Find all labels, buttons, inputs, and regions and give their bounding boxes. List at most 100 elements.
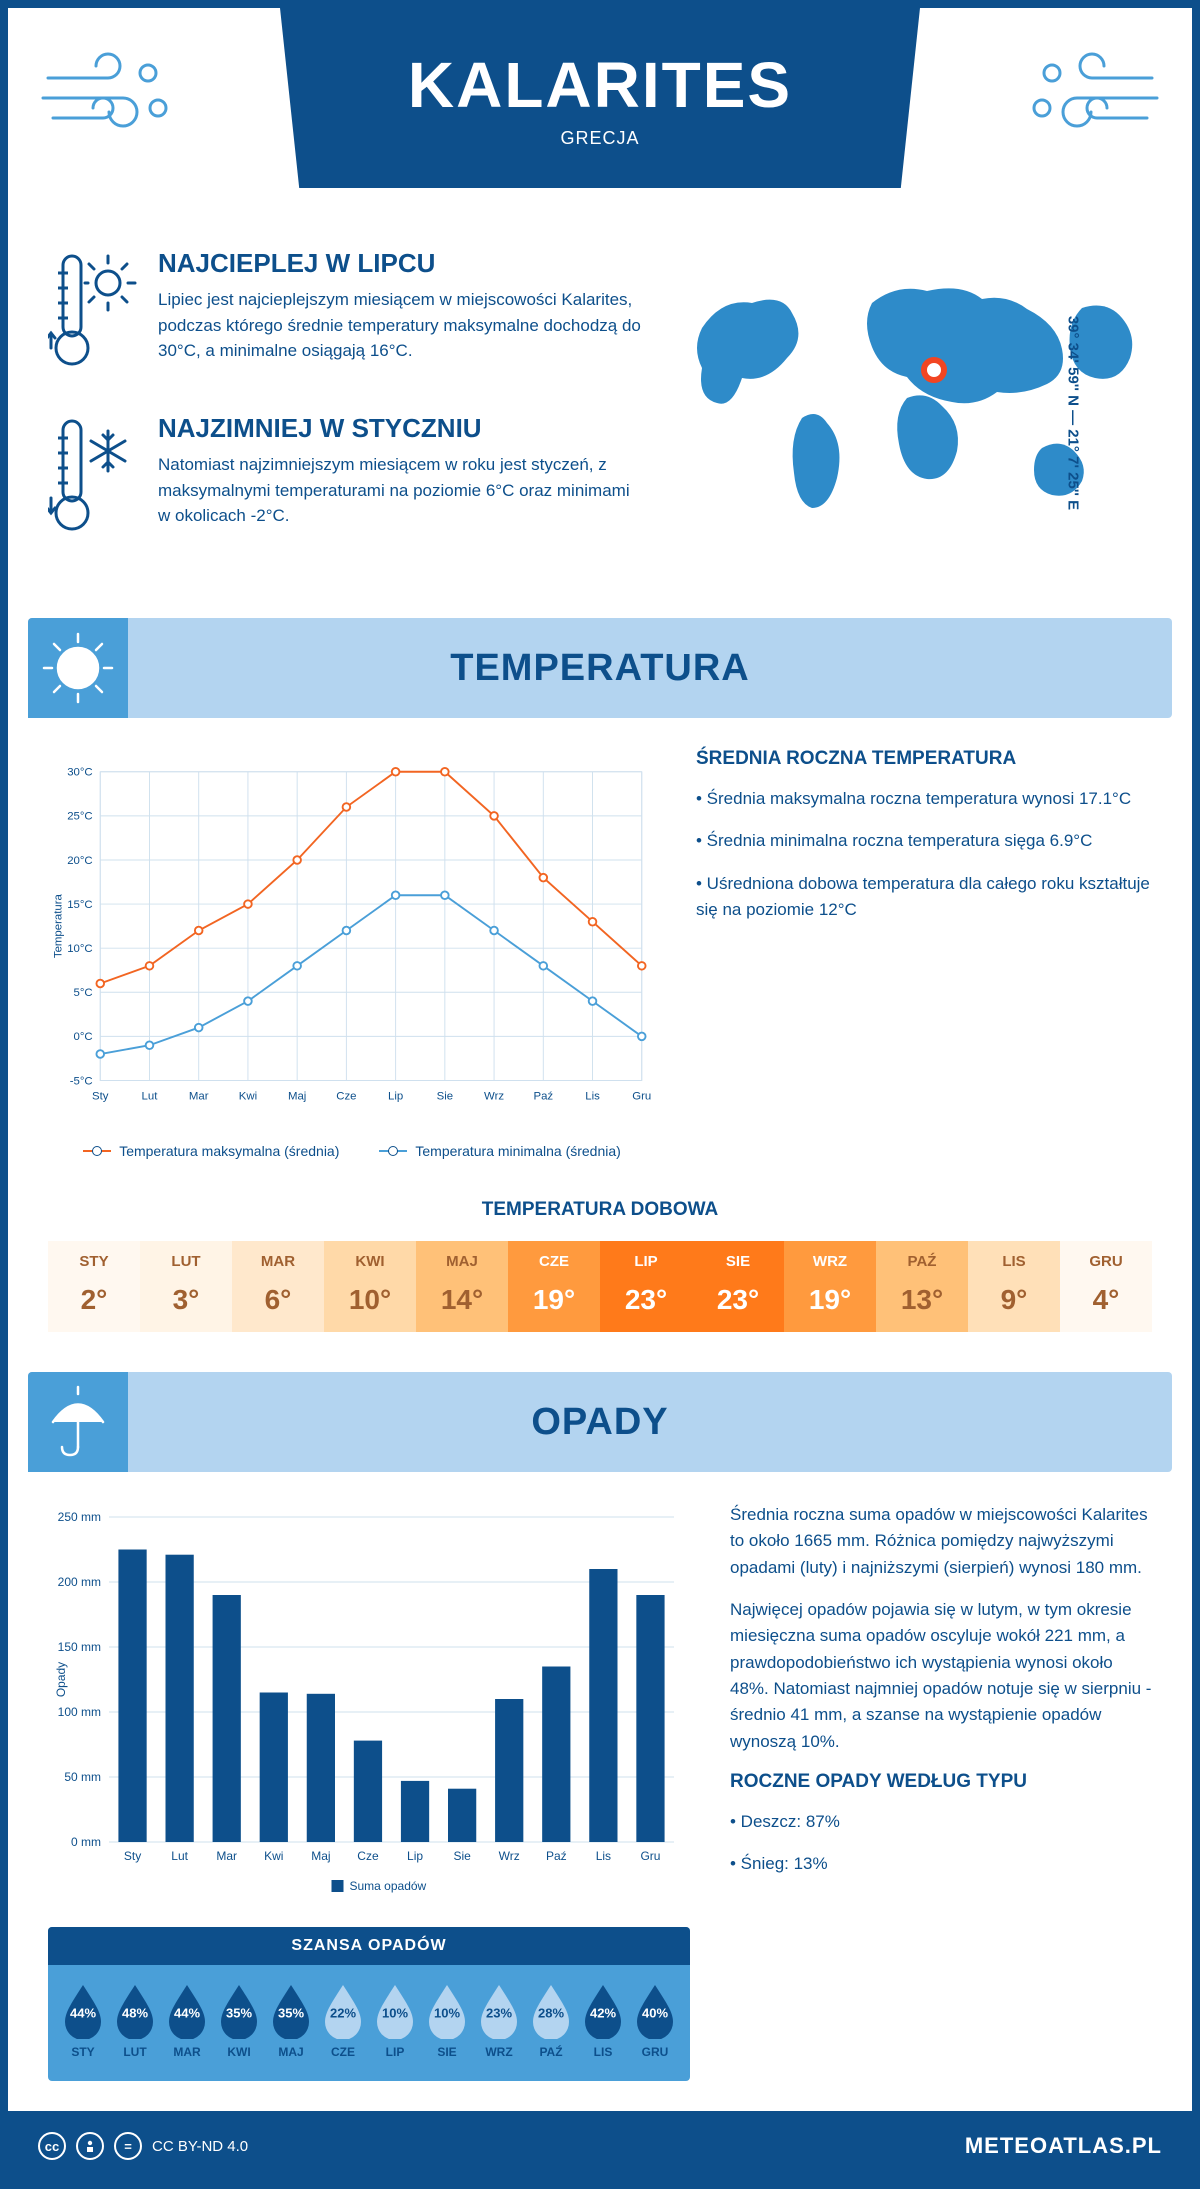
- precip-text-1: Średnia roczna suma opadów w miejscowośc…: [730, 1502, 1152, 1581]
- page: KALARITES GRECJA NAJCIEPLEJ W LIPCU Lipi…: [0, 0, 1200, 2189]
- footer-license: cc = CC BY-ND 4.0: [38, 2132, 248, 2160]
- temperature-side: ŚREDNIA ROCZNA TEMPERATURA • Średnia mak…: [696, 748, 1152, 1159]
- temperature-line-chart: -5°C0°C5°C10°C15°C20°C25°C30°CStyLutMarK…: [48, 748, 656, 1128]
- heat-cell: WRZ19°: [784, 1241, 876, 1332]
- rain-drop: 10% LIP: [372, 1981, 418, 2059]
- svg-text:150 mm: 150 mm: [58, 1640, 101, 1654]
- section-title: TEMPERATURA: [450, 647, 750, 690]
- svg-text:Lut: Lut: [142, 1091, 159, 1103]
- wind-icon: [38, 48, 178, 148]
- precip-text-2: Najwięcej opadów pojawia się w lutym, w …: [730, 1597, 1152, 1755]
- thermometer-snow-icon: [48, 413, 138, 548]
- precip-body: 0 mm50 mm100 mm150 mm200 mm250 mmOpadySt…: [8, 1472, 1192, 2111]
- svg-text:Lip: Lip: [407, 1849, 423, 1863]
- fact-hot: NAJCIEPLEJ W LIPCU Lipiec jest najcieple…: [48, 248, 642, 383]
- legend-item: Temperatura minimalna (średnia): [379, 1143, 620, 1159]
- by-icon: [76, 2132, 104, 2160]
- heat-cell: STY2°: [48, 1241, 140, 1332]
- heat-cell: SIE23°: [692, 1241, 784, 1332]
- svg-text:Gru: Gru: [632, 1091, 651, 1103]
- rain-drop: 35% KWI: [216, 1981, 262, 2059]
- svg-text:Cze: Cze: [336, 1091, 356, 1103]
- svg-text:Cze: Cze: [357, 1849, 379, 1863]
- daily-title: TEMPERATURA DOBOWA: [48, 1199, 1152, 1221]
- sun-icon: [28, 618, 128, 718]
- fact-hot-title: NAJCIEPLEJ W LIPCU: [158, 248, 642, 279]
- heat-cell: KWI10°: [324, 1241, 416, 1332]
- precip-chart-col: 0 mm50 mm100 mm150 mm200 mm250 mmOpadySt…: [48, 1502, 690, 2081]
- fact-cold-title: NAJZIMNIEJ W STYCZNIU: [158, 413, 642, 444]
- svg-text:10°C: 10°C: [67, 943, 92, 955]
- svg-text:Sie: Sie: [453, 1849, 471, 1863]
- section-header-temperature: TEMPERATURA: [28, 618, 1172, 718]
- svg-text:50 mm: 50 mm: [64, 1770, 101, 1784]
- svg-text:Temperatura: Temperatura: [52, 893, 64, 958]
- temp-bullet: • Średnia maksymalna roczna temperatura …: [696, 786, 1152, 812]
- license-text: CC BY-ND 4.0: [152, 2138, 248, 2155]
- svg-text:Wrz: Wrz: [484, 1091, 504, 1103]
- svg-text:0°C: 0°C: [74, 1031, 93, 1043]
- svg-text:30°C: 30°C: [67, 767, 92, 779]
- svg-text:200 mm: 200 mm: [58, 1575, 101, 1589]
- rain-drop: 42% LIS: [580, 1981, 626, 2059]
- rain-chance-title: SZANSA OPADÓW: [48, 1927, 690, 1965]
- rain-drop: 22% CZE: [320, 1981, 366, 2059]
- fact-cold: NAJZIMNIEJ W STYCZNIU Natomiast najzimni…: [48, 413, 642, 548]
- section-header-precip: OPADY: [28, 1372, 1172, 1472]
- svg-text:5°C: 5°C: [74, 987, 93, 999]
- temperature-body: -5°C0°C5°C10°C15°C20°C25°C30°CStyLutMarK…: [8, 718, 1192, 1189]
- svg-text:Mar: Mar: [189, 1091, 209, 1103]
- heat-cell: MAJ14°: [416, 1241, 508, 1332]
- svg-text:Kwi: Kwi: [239, 1091, 257, 1103]
- svg-text:Mar: Mar: [216, 1849, 237, 1863]
- daily-heatrow: STY2°LUT3°MAR6°KWI10°MAJ14°CZE19°LIP23°S…: [48, 1241, 1152, 1332]
- svg-text:Maj: Maj: [311, 1849, 330, 1863]
- title-banner: KALARITES GRECJA: [280, 8, 920, 188]
- footer: cc = CC BY-ND 4.0 METEOATLAS.PL: [8, 2111, 1192, 2181]
- precip-type-bullet: • Deszcz: 87%: [730, 1809, 1152, 1835]
- rain-drop: 44% MAR: [164, 1981, 210, 2059]
- svg-text:Suma opadów: Suma opadów: [350, 1879, 427, 1893]
- section-title: OPADY: [531, 1401, 668, 1444]
- intro-section: NAJCIEPLEJ W LIPCU Lipiec jest najcieple…: [8, 228, 1192, 618]
- svg-text:Maj: Maj: [288, 1091, 306, 1103]
- svg-text:Lis: Lis: [585, 1091, 600, 1103]
- coordinates-text: 39° 34' 59'' N — 21° 7' 25'' E: [1064, 316, 1081, 510]
- heat-cell: MAR6°: [232, 1241, 324, 1332]
- precip-bar-chart: 0 mm50 mm100 mm150 mm200 mm250 mmOpadySt…: [48, 1502, 690, 1902]
- nd-icon: =: [114, 2132, 142, 2160]
- svg-text:-5°C: -5°C: [70, 1075, 93, 1087]
- page-title: KALARITES: [280, 48, 920, 122]
- daily-temperature: TEMPERATURA DOBOWA STY2°LUT3°MAR6°KWI10°…: [8, 1189, 1192, 1372]
- heat-cell: LIP23°: [600, 1241, 692, 1332]
- thermometer-sun-icon: [48, 248, 138, 383]
- heat-cell: PAŹ13°: [876, 1241, 968, 1332]
- temp-side-heading: ŚREDNIA ROCZNA TEMPERATURA: [696, 748, 1152, 770]
- precip-type-bullet: • Śnieg: 13%: [730, 1851, 1152, 1877]
- intro-map: 39° 34' 59'' N — 21° 7' 25'' E: [672, 248, 1152, 578]
- svg-text:25°C: 25°C: [67, 811, 92, 823]
- svg-text:Kwi: Kwi: [264, 1849, 283, 1863]
- rain-drop: 10% SIE: [424, 1981, 470, 2059]
- fact-cold-text: Natomiast najzimniejszym miesiącem w rok…: [158, 452, 642, 529]
- rain-drop: 23% WRZ: [476, 1981, 522, 2059]
- svg-text:15°C: 15°C: [67, 899, 92, 911]
- footer-site: METEOATLAS.PL: [965, 2133, 1162, 2159]
- heat-cell: CZE19°: [508, 1241, 600, 1332]
- svg-text:Lis: Lis: [596, 1849, 611, 1863]
- svg-text:Wrz: Wrz: [499, 1849, 520, 1863]
- fact-hot-text: Lipiec jest najcieplejszym miesiącem w m…: [158, 287, 642, 364]
- svg-text:Sie: Sie: [437, 1091, 453, 1103]
- precip-type-heading: ROCZNE OPADY WEDŁUG TYPU: [730, 1771, 1152, 1793]
- svg-text:250 mm: 250 mm: [58, 1510, 101, 1524]
- svg-text:Lip: Lip: [388, 1091, 403, 1103]
- temp-bullet: • Średnia minimalna roczna temperatura s…: [696, 828, 1152, 854]
- heat-cell: LIS9°: [968, 1241, 1060, 1332]
- page-subtitle: GRECJA: [280, 128, 920, 149]
- temp-bullet: • Uśredniona dobowa temperatura dla całe…: [696, 871, 1152, 924]
- heat-cell: GRU4°: [1060, 1241, 1152, 1332]
- svg-text:Paź: Paź: [546, 1849, 567, 1863]
- rain-drop: 35% MAJ: [268, 1981, 314, 2059]
- rain-drop: 48% LUT: [112, 1981, 158, 2059]
- svg-text:Lut: Lut: [171, 1849, 188, 1863]
